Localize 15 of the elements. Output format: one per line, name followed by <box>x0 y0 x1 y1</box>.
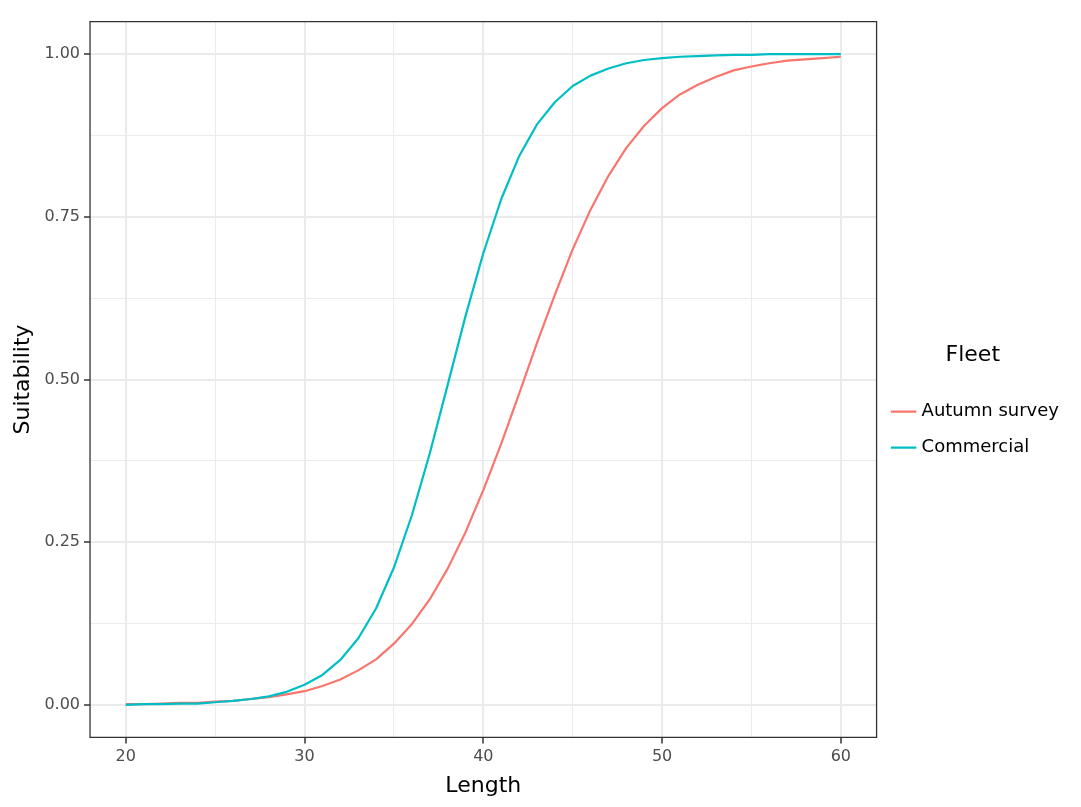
x-tick-label: 60 <box>830 746 852 766</box>
x-tick-label: 30 <box>294 746 315 766</box>
y-tick-label: 0.25 <box>44 531 81 551</box>
y-tick-label: 1.00 <box>44 43 81 63</box>
x-tick-label: 50 <box>651 746 673 766</box>
text: 0.00 <box>44 694 81 714</box>
legend-label: Autumn survey <box>921 399 1060 421</box>
y-tick-label: 0.75 <box>44 205 81 225</box>
legend-label: Commercial <box>921 435 1030 457</box>
x-tick-label: 40 <box>473 746 494 766</box>
y-axis-title: Suitability <box>8 324 34 435</box>
y-tick-label: 0.50 <box>44 368 81 388</box>
legend-title: Fleet <box>945 341 1001 367</box>
x-axis-title: Length <box>445 771 522 797</box>
x-tick-label: 20 <box>115 746 136 766</box>
